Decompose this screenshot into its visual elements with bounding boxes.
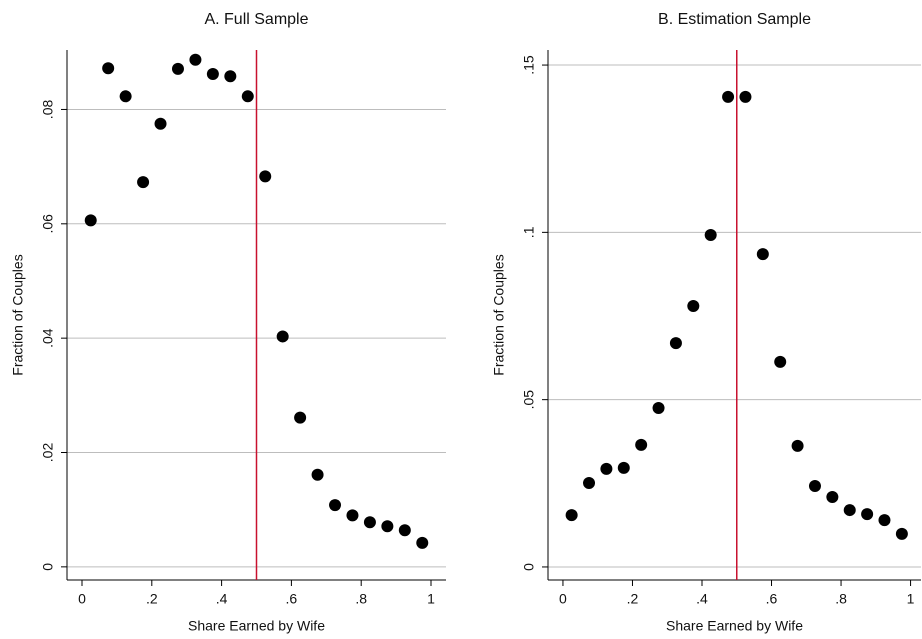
point bbox=[102, 62, 115, 75]
y-tick-label: .08 bbox=[40, 100, 56, 120]
x-tick-label: 1 bbox=[427, 591, 435, 607]
chart-title: B. Estimation Sample bbox=[658, 11, 811, 28]
x-tick-label: .8 bbox=[355, 591, 367, 607]
point bbox=[311, 468, 324, 481]
point bbox=[739, 90, 752, 103]
point bbox=[704, 229, 717, 242]
point bbox=[363, 516, 376, 529]
x-axis-label: Share Earned by Wife bbox=[666, 618, 803, 634]
point bbox=[346, 509, 359, 522]
chart-title: A. Full Sample bbox=[204, 11, 308, 28]
point bbox=[895, 527, 908, 540]
point bbox=[583, 476, 596, 489]
x-tick-label: .2 bbox=[627, 591, 639, 607]
y-tick-label: 0 bbox=[521, 563, 537, 571]
y-tick-label: .04 bbox=[40, 328, 56, 348]
x-tick-label: .6 bbox=[286, 591, 298, 607]
point bbox=[878, 514, 891, 527]
point bbox=[189, 53, 202, 66]
x-tick-label: 1 bbox=[907, 591, 915, 607]
point bbox=[826, 491, 839, 504]
point bbox=[381, 520, 394, 533]
y-tick-label: .02 bbox=[40, 443, 56, 463]
point bbox=[329, 499, 342, 512]
point bbox=[722, 90, 735, 103]
x-tick-label: .8 bbox=[835, 591, 847, 607]
point bbox=[171, 62, 184, 75]
y-axis-label: Fraction of Couples bbox=[10, 254, 26, 375]
point bbox=[398, 524, 411, 537]
point bbox=[861, 508, 874, 521]
y-axis-label: Fraction of Couples bbox=[491, 254, 507, 375]
point bbox=[241, 90, 254, 103]
point bbox=[276, 330, 289, 343]
point bbox=[617, 461, 630, 474]
point bbox=[669, 337, 682, 350]
point bbox=[154, 117, 167, 130]
y-tick-label: .1 bbox=[521, 226, 537, 238]
point bbox=[687, 299, 700, 312]
point bbox=[416, 536, 429, 549]
point bbox=[600, 462, 613, 475]
x-tick-label: 0 bbox=[559, 591, 567, 607]
point bbox=[635, 438, 648, 451]
point bbox=[791, 439, 804, 452]
point bbox=[774, 355, 787, 368]
point bbox=[565, 509, 578, 522]
point bbox=[843, 504, 856, 517]
x-tick-label: .4 bbox=[216, 591, 228, 607]
point bbox=[119, 90, 132, 103]
x-tick-label: .2 bbox=[146, 591, 158, 607]
x-tick-label: .6 bbox=[766, 591, 778, 607]
point bbox=[808, 479, 821, 492]
y-tick-label: .05 bbox=[521, 390, 537, 410]
x-tick-label: 0 bbox=[78, 591, 86, 607]
y-tick-label: .06 bbox=[40, 214, 56, 234]
x-tick-label: .4 bbox=[696, 591, 708, 607]
point bbox=[137, 176, 150, 189]
x-axis-label: Share Earned by Wife bbox=[188, 618, 325, 634]
point bbox=[294, 411, 307, 424]
point bbox=[756, 248, 769, 261]
point bbox=[224, 70, 237, 83]
y-tick-label: 0 bbox=[40, 563, 56, 571]
point bbox=[652, 402, 665, 415]
point bbox=[84, 214, 97, 227]
y-tick-label: .15 bbox=[521, 55, 537, 75]
point bbox=[206, 68, 219, 81]
point bbox=[259, 170, 272, 183]
